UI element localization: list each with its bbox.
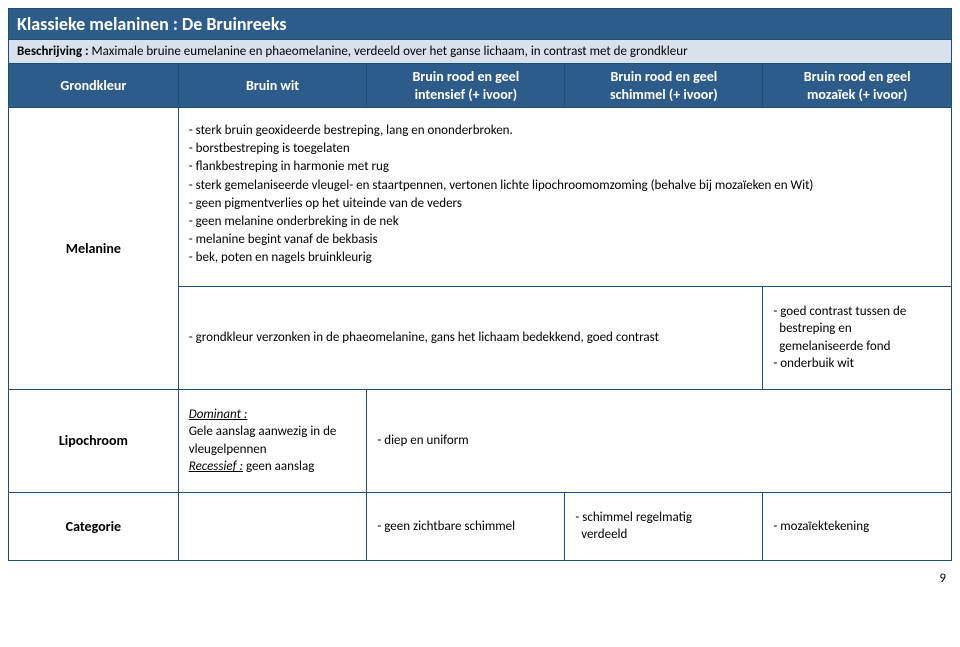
page-number: 9	[8, 561, 952, 586]
header-grondkleur: Grondkleur	[9, 64, 179, 108]
lipochroom-label: Lipochroom	[9, 389, 179, 492]
categorie-col4: - schimmel regelmatig verdeeld	[565, 492, 763, 560]
lipochroom-col2: Dominant : Gele aanslag aanwezig in de v…	[178, 389, 367, 492]
contrast-text: - goed contrast tussen de bestreping en …	[763, 286, 952, 389]
melanine-content: - sterk bruin geoxideerde bestreping, la…	[178, 108, 951, 287]
header-mozaiek: Bruin rood en geel mozaïek (+ ivoor)	[763, 64, 952, 108]
lipochroom-row: Lipochroom Dominant : Gele aanslag aanwe…	[9, 389, 952, 492]
page-title: Klassieke melaninen : De Bruinreeks	[9, 9, 952, 40]
header-intensief: Bruin rood en geel intensief (+ ivoor)	[367, 64, 565, 108]
column-headers: Grondkleur Bruin wit Bruin rood en geel …	[9, 64, 952, 108]
description-text: Maximale bruine eumelanine en phaeomelan…	[89, 44, 688, 59]
categorie-col3: - geen zichtbare schimmel	[367, 492, 565, 560]
header-bruin-wit: Bruin wit	[178, 64, 367, 108]
melanine-label: Melanine	[9, 108, 179, 390]
header-schimmel: Bruin rood en geel schimmel (+ ivoor)	[565, 64, 763, 108]
grondkleur-text: - grondkleur verzonken in de phaeomelani…	[178, 286, 763, 389]
description-label: Beschrijving :	[17, 44, 89, 59]
categorie-label: Categorie	[9, 492, 179, 560]
lipochroom-col3: - diep en uniform	[367, 389, 952, 492]
title-row: Klassieke melaninen : De Bruinreeks	[9, 9, 952, 40]
categorie-col5: - mozaïektekening	[763, 492, 952, 560]
categorie-col2	[178, 492, 367, 560]
categorie-row: Categorie - geen zichtbare schimmel - sc…	[9, 492, 952, 560]
classification-table: Klassieke melaninen : De Bruinreeks Besc…	[8, 8, 952, 561]
melanine-row: Melanine - sterk bruin geoxideerde bestr…	[9, 108, 952, 287]
description-cell: Beschrijving : Maximale bruine eumelanin…	[9, 40, 952, 64]
description-row: Beschrijving : Maximale bruine eumelanin…	[9, 40, 952, 64]
